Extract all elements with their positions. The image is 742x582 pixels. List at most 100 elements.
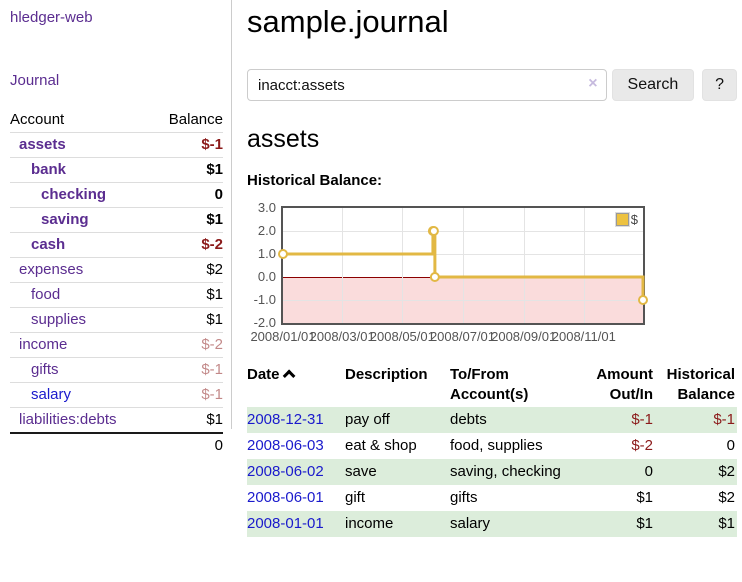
account-balance: $2 xyxy=(206,261,223,278)
x-axis-tick: 2008/03/01 xyxy=(309,329,375,344)
main-content: sample.journal × Search ? assets Histori… xyxy=(247,0,737,537)
transaction-accounts: salary xyxy=(450,515,491,532)
transaction-amount: $-2 xyxy=(631,437,653,454)
accounts-table: Account Balance assets $-1 bank $1 check… xyxy=(10,108,223,458)
transaction-accounts: gifts xyxy=(450,489,478,506)
help-button[interactable]: ? xyxy=(702,69,737,101)
gridline xyxy=(402,208,404,323)
account-link-food[interactable]: food xyxy=(31,286,61,303)
sidebar-divider xyxy=(231,0,232,429)
y-axis-tick: 2.0 xyxy=(257,223,276,238)
account-balance: $-1 xyxy=(201,361,223,378)
account-row-income: income $-2 xyxy=(10,332,223,358)
account-link-gifts[interactable]: gifts xyxy=(31,361,59,378)
account-row-assets: assets $-1 xyxy=(10,132,223,158)
account-link-expenses[interactable]: expenses xyxy=(19,261,84,278)
account-row-supplies: supplies $1 xyxy=(10,307,223,333)
historical-balance-chart: $ 3.0 2.0 1.0 0.0 -1.0 -2.0 2008/01/01 2008/03/… xyxy=(247,200,737,346)
accounts-total-value: 0 xyxy=(214,437,223,454)
y-axis-tick: 1.0 xyxy=(257,246,276,261)
accounts-header-balance: Balance xyxy=(168,111,223,128)
transaction-date-link[interactable]: 2008-06-03 xyxy=(247,437,324,454)
app-title-link[interactable]: hledger-web xyxy=(10,9,93,26)
y-axis-tick: 3.0 xyxy=(257,200,276,215)
transaction-row: 2008-06-01 gift gifts $1 $2 xyxy=(247,485,737,511)
gridline xyxy=(583,208,585,323)
transaction-balance: $1 xyxy=(718,515,735,532)
x-axis-tick: 2008/05/01 xyxy=(369,329,435,344)
account-link-salary[interactable]: salary xyxy=(31,386,72,403)
transaction-date-link[interactable]: 2008-06-01 xyxy=(247,489,324,506)
x-axis-tick: 2008/11/01 xyxy=(551,329,616,344)
accounts-header-account: Account xyxy=(10,111,65,128)
y-axis-tick: -1.0 xyxy=(253,292,276,307)
column-header-accounts[interactable]: To/From Account(s) xyxy=(450,366,529,403)
chart-title: Historical Balance: xyxy=(247,172,383,189)
transaction-description: save xyxy=(345,463,377,480)
legend-label: $ xyxy=(630,212,638,227)
transactions-table: Date Description To/From Account(s) Amou… xyxy=(247,363,737,537)
search-button[interactable]: Search xyxy=(611,69,695,101)
column-header-balance[interactable]: Historical Balance xyxy=(666,366,735,403)
page-title: sample.journal xyxy=(247,4,449,39)
gridline xyxy=(342,208,344,323)
search-form: × Search ? xyxy=(247,69,737,101)
account-balance: $-2 xyxy=(201,236,223,253)
transaction-row: 2008-06-02 save saving, checking 0 $2 xyxy=(247,459,737,485)
x-axis-tick: 2008/01/01 xyxy=(250,329,316,344)
account-link-checking[interactable]: checking xyxy=(41,186,107,203)
transaction-amount: $1 xyxy=(636,489,653,506)
account-link-cash[interactable]: cash xyxy=(31,236,66,253)
account-row-liabilities-debts: liabilities:debts $1 xyxy=(10,407,223,434)
accounts-total-row: 0 xyxy=(10,433,223,458)
transaction-accounts: food, supplies xyxy=(450,437,543,454)
y-axis-tick: -2.0 xyxy=(253,315,276,330)
transaction-balance: 0 xyxy=(726,437,735,454)
transaction-description: income xyxy=(345,515,394,532)
legend-swatch xyxy=(614,212,630,227)
account-row-food: food $1 xyxy=(10,282,223,308)
account-heading: assets xyxy=(247,125,320,153)
transaction-balance: $2 xyxy=(718,489,735,506)
transaction-date-link[interactable]: 2008-12-31 xyxy=(247,411,324,428)
transaction-accounts: saving, checking xyxy=(450,463,561,480)
account-link-liabilities-debts[interactable]: liabilities:debts xyxy=(19,411,117,428)
account-link-supplies[interactable]: supplies xyxy=(31,311,87,328)
sidebar-item-journal[interactable]: Journal xyxy=(10,72,60,89)
column-header-date[interactable]: Date xyxy=(247,363,345,407)
transaction-description: gift xyxy=(345,489,366,506)
account-link-income[interactable]: income xyxy=(19,336,68,353)
clear-search-icon[interactable]: × xyxy=(588,75,598,92)
search-input[interactable] xyxy=(247,69,607,101)
transaction-date-link[interactable]: 2008-06-02 xyxy=(247,463,324,480)
account-balance: $-2 xyxy=(201,336,223,353)
transaction-row: 2008-12-31 pay off debts $-1 $-1 xyxy=(247,407,737,433)
account-balance: 0 xyxy=(214,186,223,203)
account-balance: $1 xyxy=(206,161,223,178)
account-balance: $1 xyxy=(206,411,223,428)
account-balance: $-1 xyxy=(201,136,223,153)
account-balance: $1 xyxy=(206,211,223,228)
sort-ascending-icon xyxy=(282,369,295,383)
transaction-description: eat & shop xyxy=(345,437,417,454)
account-link-saving[interactable]: saving xyxy=(41,211,89,228)
sidebar: hledger-web Journal Account Balance asse… xyxy=(10,0,223,458)
account-link-bank[interactable]: bank xyxy=(31,161,67,178)
transaction-accounts: debts xyxy=(450,411,487,428)
column-header-amount[interactable]: Amount Out/In xyxy=(596,366,653,403)
gridline xyxy=(523,208,525,323)
transaction-row: 2008-01-01 income salary $1 $1 xyxy=(247,511,737,537)
account-balance: $1 xyxy=(206,286,223,303)
account-row-salary: salary $-1 xyxy=(10,382,223,408)
x-axis-tick: 2008/09/01 xyxy=(491,329,557,344)
column-header-description[interactable]: Description xyxy=(345,366,428,383)
account-link-assets[interactable]: assets xyxy=(19,136,66,153)
transaction-amount: $1 xyxy=(636,515,653,532)
chart-legend: $ xyxy=(613,211,640,228)
account-row-cash: cash $-2 xyxy=(10,232,223,258)
transaction-balance: $2 xyxy=(718,463,735,480)
transaction-amount: $-1 xyxy=(631,411,653,428)
transaction-date-link[interactable]: 2008-01-01 xyxy=(247,515,324,532)
account-row-bank: bank $1 xyxy=(10,157,223,183)
x-axis-tick: 2008/07/01 xyxy=(429,329,496,344)
